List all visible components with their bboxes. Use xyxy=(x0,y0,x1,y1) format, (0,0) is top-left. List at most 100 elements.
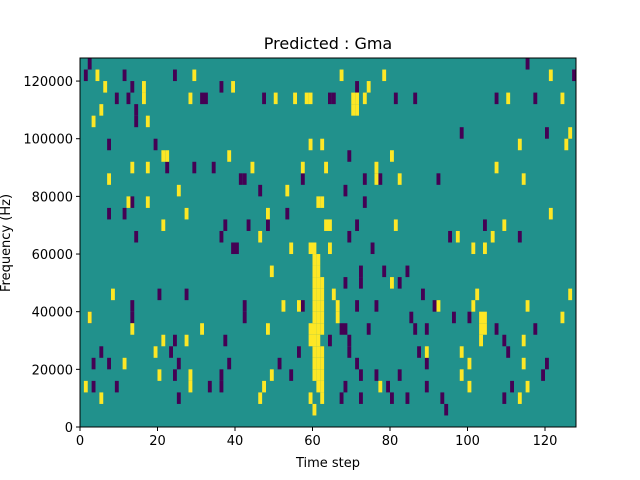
heatmap-cell-high xyxy=(142,92,146,105)
heatmap-cell-low xyxy=(347,346,352,358)
heatmap-cell-high xyxy=(300,161,305,174)
y-tick-label: 40000 xyxy=(32,306,73,321)
heatmap-cell-low xyxy=(510,380,514,393)
heatmap-cell-high xyxy=(479,334,483,347)
heatmap-cell-high xyxy=(153,346,158,358)
heatmap-cell-low xyxy=(436,173,441,185)
heatmap-cell-high xyxy=(328,219,332,231)
heatmap-cell-high xyxy=(316,265,321,278)
x-tick-label: 20 xyxy=(149,434,166,449)
heatmap-cell-low xyxy=(483,219,487,231)
heatmap-cell-high xyxy=(560,92,565,105)
heatmap-cell-high xyxy=(355,92,359,105)
heatmap-cell-low xyxy=(386,380,390,393)
y-tick-label: 0 xyxy=(65,421,73,436)
y-axis: 0 20000 40000 60000 80000 100000 120000 xyxy=(23,75,80,436)
x-axis: 0 20 40 60 80 100 120 xyxy=(76,427,557,449)
heatmap-cell-low xyxy=(266,219,270,231)
heatmap-cell-low xyxy=(347,150,352,162)
heatmap-cell-high xyxy=(95,69,100,82)
heatmap-cell-low xyxy=(242,173,247,185)
heatmap-cell-low xyxy=(300,300,305,312)
heatmap-cell-high xyxy=(227,150,232,162)
heatmap-cell-low xyxy=(134,104,139,116)
heatmap-cell-high xyxy=(316,357,321,370)
y-tick-label: 20000 xyxy=(32,363,73,378)
heatmap-cell-high xyxy=(176,184,181,197)
heatmap-cell-low xyxy=(176,357,181,370)
heatmap-cell-low xyxy=(223,334,228,347)
heatmap-cell-high xyxy=(471,300,476,312)
heatmap-cell-high xyxy=(87,311,92,324)
heatmap-cell-low xyxy=(545,357,549,370)
heatmap-cell-high xyxy=(316,277,321,289)
heatmap-cell-low xyxy=(134,230,139,243)
heatmap-cell-low xyxy=(467,311,472,324)
heatmap-cell-low xyxy=(211,161,216,174)
heatmap-cell-low xyxy=(409,311,414,324)
heatmap-cell-high xyxy=(316,311,321,324)
heatmap-cell-low xyxy=(122,69,127,82)
heatmap-cell-high xyxy=(479,311,483,324)
heatmap-cell-low xyxy=(134,115,139,128)
heatmap-cell-high xyxy=(517,138,522,151)
heatmap-cell-high xyxy=(103,81,108,93)
heatmap-cell-low xyxy=(242,300,247,312)
heatmap-cell-high xyxy=(308,138,313,151)
heatmap-cell-high xyxy=(200,323,204,335)
heatmap-cell-low xyxy=(204,92,208,105)
x-tick-label: 80 xyxy=(382,434,399,449)
heatmap-cell-high xyxy=(184,334,189,347)
heatmap-cell-low xyxy=(173,334,177,347)
heatmap-cell-high xyxy=(362,92,367,105)
heatmap-cell-high xyxy=(316,346,321,358)
heatmap-cell-high xyxy=(316,300,321,312)
heatmap-cell-high xyxy=(366,81,371,93)
heatmap-cell-low xyxy=(165,161,170,174)
heatmap-cell-high xyxy=(161,219,166,231)
x-tick-label: 40 xyxy=(227,434,244,449)
heatmap-cell-high xyxy=(142,81,146,93)
heatmap-cell-low xyxy=(355,219,359,231)
heatmap-cell-high xyxy=(316,369,321,381)
heatmap-cell-high xyxy=(308,242,313,255)
heatmap-cell-low xyxy=(242,311,247,324)
heatmap-cell-high xyxy=(231,81,235,93)
heatmap-cell-low xyxy=(502,334,507,347)
heatmap-cell-high xyxy=(320,277,325,289)
heatmap-cell-high xyxy=(320,196,325,208)
heatmap-cell-high xyxy=(316,380,321,393)
heatmap-cell-low xyxy=(343,184,348,197)
heatmap-cell-high xyxy=(483,242,487,255)
heatmap-cell-low xyxy=(173,69,177,82)
heatmap-cell-high xyxy=(312,242,317,255)
heatmap-cell-high xyxy=(316,288,321,301)
y-tick-label: 100000 xyxy=(23,133,73,148)
heatmap-cell-high xyxy=(521,334,526,347)
heatmap-cell-low xyxy=(114,380,119,393)
heatmap-cell-low xyxy=(359,265,363,278)
heatmap-cell-low xyxy=(432,300,437,312)
heatmap-cell-low xyxy=(413,323,418,335)
heatmap-cell-low xyxy=(502,392,507,404)
heatmap-cell-high xyxy=(130,323,135,335)
heatmap-cell-low xyxy=(413,92,418,105)
heatmap-cell-low xyxy=(359,277,363,289)
x-axis-label: Time step xyxy=(295,456,360,471)
heatmap-cell-high xyxy=(192,69,197,82)
heatmap-cell-high xyxy=(548,69,553,82)
heatmap-cell-high xyxy=(436,300,441,312)
heatmap-cell-low xyxy=(130,311,135,324)
heatmap-cell-high xyxy=(459,369,464,381)
y-axis-label: Frequency (Hz) xyxy=(0,194,14,292)
heatmap-cell-high xyxy=(351,104,356,116)
heatmap-cell-high xyxy=(568,127,573,139)
y-tick-label: 120000 xyxy=(23,75,73,90)
heatmap-cell-high xyxy=(525,300,530,312)
heatmap-cell-high xyxy=(320,357,325,370)
heatmap-cell-high xyxy=(521,173,526,185)
x-tick-label: 0 xyxy=(76,434,84,449)
heatmap-cell-high xyxy=(184,207,189,220)
heatmap-cell-high xyxy=(475,288,480,301)
heatmap-cell-high xyxy=(269,369,274,381)
